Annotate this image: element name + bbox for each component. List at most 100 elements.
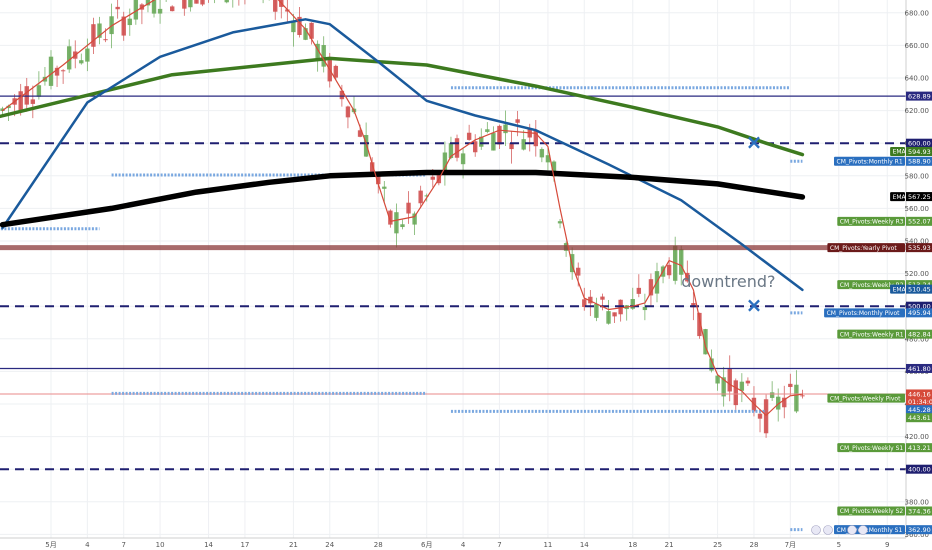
x-tick-label: 14 <box>204 541 213 549</box>
label-tag-text: CM_Pivots:Weekly R1 <box>840 331 904 338</box>
candle-body <box>733 380 738 406</box>
candle-body <box>424 195 429 197</box>
candle-body <box>757 413 763 419</box>
candle-body <box>345 106 351 118</box>
x-tick-label: 5月 <box>45 541 56 549</box>
label-tag-text: CM_Pivots:Weekly S1 <box>840 445 904 452</box>
y-tick-label: 520.00 <box>905 270 930 278</box>
label-tag-box <box>890 192 905 202</box>
candle-body <box>382 186 387 189</box>
candle-body <box>36 85 42 97</box>
candle-body <box>479 136 484 147</box>
price-tag-box <box>906 464 932 474</box>
candle-body <box>709 358 714 371</box>
candle-body <box>448 143 454 159</box>
series-line-0 <box>0 56 805 157</box>
candle-body <box>315 43 320 61</box>
price-tag-text: 400.00 <box>908 466 931 474</box>
x-tick-label: 21 <box>665 541 674 549</box>
y-tick-label: 620.00 <box>905 107 930 115</box>
candle-body <box>782 397 787 408</box>
price-tag-text: 482.84 <box>908 330 931 338</box>
candle-body <box>66 46 72 70</box>
candle-body <box>170 6 175 12</box>
x-tick-label: 10 <box>156 541 165 549</box>
candle-body <box>454 138 460 158</box>
x-markers: ×× <box>746 130 763 317</box>
flag-icon[interactable] <box>858 525 868 535</box>
candle-body <box>763 399 769 434</box>
x-tick-label: 17 <box>240 541 249 549</box>
x-tick-label: 25 <box>713 541 722 549</box>
news-icons[interactable] <box>811 525 868 535</box>
candle-body <box>376 175 381 185</box>
price-tag-box <box>906 216 932 226</box>
price-tag-text: 552.07 <box>908 218 931 226</box>
price-tag-text: 510.45 <box>908 285 931 293</box>
label-tag-text: EMA <box>893 194 907 201</box>
y-tick-label: 680.00 <box>905 9 930 17</box>
price-tag-box <box>906 243 932 253</box>
series-line-3 <box>1 0 803 416</box>
price-tag-box <box>906 138 932 148</box>
price-tag-box <box>906 280 932 290</box>
candle-body <box>485 129 490 132</box>
label-tag-box <box>837 216 905 226</box>
label-tag-text: CM_Pivots:Monthly R1 <box>837 158 903 165</box>
candle-body <box>412 213 417 225</box>
time-axis-background <box>0 538 932 550</box>
candle-body <box>6 105 11 109</box>
y-tick-label: 580.00 <box>905 172 930 180</box>
x-tick-label: 24 <box>325 541 334 549</box>
price-tag-box <box>906 284 932 294</box>
label-tag-text: CM_Pivots:Weekly Pivot <box>830 395 901 402</box>
price-tag-box <box>906 525 932 535</box>
candle-body <box>60 70 66 72</box>
candle-body <box>321 45 326 67</box>
price-tag-text: 535.93 <box>908 244 931 252</box>
candle-body <box>18 91 23 113</box>
candle-body <box>115 6 120 10</box>
y-tick-label: 480.00 <box>905 335 930 343</box>
candle-body <box>273 0 278 12</box>
price-tag-box <box>906 397 932 407</box>
candle-body <box>473 141 478 153</box>
price-tag-box <box>906 329 932 339</box>
label-tag-box <box>890 146 905 156</box>
candle-body <box>85 48 90 62</box>
candle-body <box>642 307 648 311</box>
candle-body <box>157 8 163 14</box>
candle-body <box>127 18 132 26</box>
label-tag-box <box>890 284 905 294</box>
candle-body <box>363 135 369 157</box>
flag-icon[interactable] <box>823 525 833 535</box>
price-tag-box <box>906 301 932 311</box>
x-tick-label: 7 <box>497 541 501 549</box>
candle-body <box>182 0 187 9</box>
label-tag-box <box>824 308 905 318</box>
candle-body <box>745 380 751 384</box>
candle-body <box>769 392 775 398</box>
y-tick-label: 420.00 <box>905 433 930 441</box>
candle-body <box>788 383 793 387</box>
y-tick-label: 660.00 <box>905 42 930 50</box>
candle-body <box>188 0 193 8</box>
candle-body <box>285 9 290 12</box>
candle-body <box>703 329 708 355</box>
flag-icon[interactable] <box>847 525 857 535</box>
flag-icon[interactable] <box>811 525 821 535</box>
price-tag-box <box>906 413 932 423</box>
x-tick-label: 7月 <box>785 541 796 549</box>
candle-body <box>97 23 102 38</box>
cross-marker: × <box>746 130 763 154</box>
x-tick-label: 28 <box>374 541 383 549</box>
y-tick-label: 640.00 <box>905 75 930 83</box>
candle-body <box>576 267 581 276</box>
candle-body <box>594 303 599 318</box>
x-tick-label: 4 <box>461 541 466 549</box>
candle-body <box>636 287 642 294</box>
